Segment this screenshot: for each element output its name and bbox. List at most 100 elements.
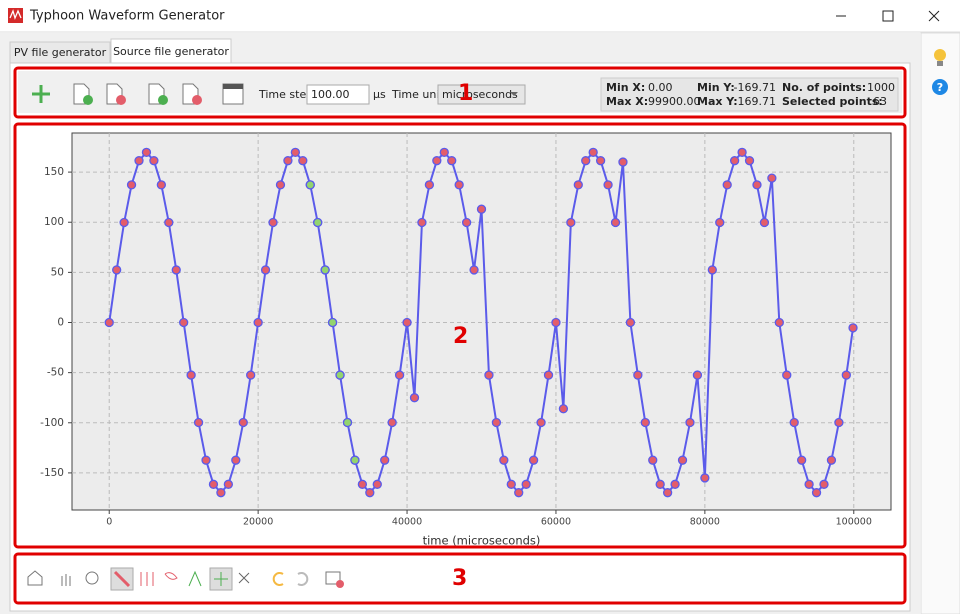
info-label: Min X: <box>606 81 645 94</box>
annotation-box <box>13 122 907 549</box>
info-value: 0.00 <box>648 81 673 94</box>
data-point <box>804 479 814 489</box>
data-point <box>327 317 338 328</box>
help-icon[interactable] <box>932 79 948 95</box>
annotation-box <box>13 552 907 605</box>
annotation-number: 1 <box>458 81 473 106</box>
data-point <box>112 265 122 275</box>
home-button[interactable] <box>27 570 43 586</box>
data-point <box>826 455 837 465</box>
annotation-box <box>13 66 907 119</box>
pan-button[interactable] <box>61 574 71 586</box>
data-point <box>819 479 829 489</box>
data-point <box>551 317 561 328</box>
data-point <box>104 317 114 328</box>
data-point <box>298 156 308 166</box>
x-tick-label: 80000 <box>690 517 720 528</box>
undo-button[interactable] <box>272 572 284 586</box>
data-point <box>164 217 174 228</box>
data-point <box>179 317 189 328</box>
data-point <box>454 180 464 190</box>
time-step-label: Time step <box>258 88 313 101</box>
data-point <box>662 488 673 498</box>
data-point <box>372 479 382 489</box>
data-point <box>380 455 390 465</box>
time-unit-label: Time unit <box>391 88 444 101</box>
tool-button[interactable] <box>164 572 178 580</box>
zoom-button[interactable] <box>85 571 99 585</box>
data-point <box>283 156 293 166</box>
data-point <box>342 417 353 428</box>
data-point <box>558 404 569 414</box>
export-badge <box>116 95 126 105</box>
data-point <box>290 147 301 157</box>
data-point <box>476 204 487 214</box>
data-point <box>216 488 226 498</box>
data-point <box>253 317 263 328</box>
data-point <box>648 455 658 465</box>
help-icon-glyph: ? <box>937 81 943 94</box>
tab-label: Source file generator <box>113 45 229 58</box>
time-step-value: 100.00 <box>311 88 350 101</box>
data-point <box>595 156 606 166</box>
import-badge <box>158 95 168 105</box>
data-point <box>774 317 784 328</box>
export-badge <box>192 95 202 105</box>
data-point <box>201 455 211 465</box>
data-point <box>313 217 323 228</box>
info-label: Selected points: <box>782 95 883 108</box>
data-point <box>692 370 703 380</box>
delete-button[interactable] <box>238 572 250 584</box>
tab-label: PV file generator <box>14 46 107 59</box>
calculator-display <box>223 84 243 89</box>
redo-button[interactable] <box>297 572 309 586</box>
info-value: 99900.00 <box>648 95 701 108</box>
tool-button[interactable] <box>188 570 202 587</box>
data-point <box>149 156 159 166</box>
data-point <box>744 156 755 166</box>
time-unit-dropdown[interactable] <box>437 84 526 105</box>
data-point <box>424 180 435 190</box>
import-badge <box>83 95 93 105</box>
maximize-button[interactable] <box>882 10 894 22</box>
data-point <box>499 455 509 465</box>
data-point <box>737 147 747 157</box>
data-point <box>275 180 286 190</box>
time-step-input[interactable] <box>306 84 370 105</box>
data-point <box>394 370 405 380</box>
data-point <box>119 217 129 228</box>
data-point <box>439 147 449 157</box>
close-button[interactable] <box>928 10 940 22</box>
data-point <box>484 370 494 380</box>
info-value: 63 <box>873 95 887 108</box>
data-point <box>208 479 219 489</box>
data-point <box>722 180 732 190</box>
data-point <box>715 217 725 228</box>
data-point <box>543 370 554 380</box>
data-point <box>305 180 315 190</box>
data-point <box>581 156 591 166</box>
data-point <box>186 370 196 380</box>
x-tick-label: 20000 <box>243 517 273 528</box>
save-image-button[interactable] <box>325 571 341 585</box>
x-tick-label: 60000 <box>541 517 571 528</box>
y-tick-label: -150 <box>40 467 64 479</box>
data-point <box>655 479 665 489</box>
hint-icon[interactable] <box>934 49 946 61</box>
add-button[interactable] <box>32 85 50 103</box>
tool-button[interactable] <box>140 572 154 586</box>
info-label: Max Y: <box>697 95 738 108</box>
data-point <box>633 370 643 380</box>
data-point <box>528 455 539 465</box>
data-point <box>848 323 858 333</box>
data-point <box>625 317 636 328</box>
y-tick-label: -50 <box>47 367 64 379</box>
data-point <box>640 417 650 428</box>
x-tick-label: 40000 <box>392 517 422 528</box>
data-point <box>759 217 770 228</box>
window-title: Typhoon Waveform Generator <box>29 9 225 24</box>
data-point <box>409 393 420 403</box>
data-point <box>573 180 583 190</box>
data-point <box>789 417 799 428</box>
data-point <box>729 156 740 166</box>
